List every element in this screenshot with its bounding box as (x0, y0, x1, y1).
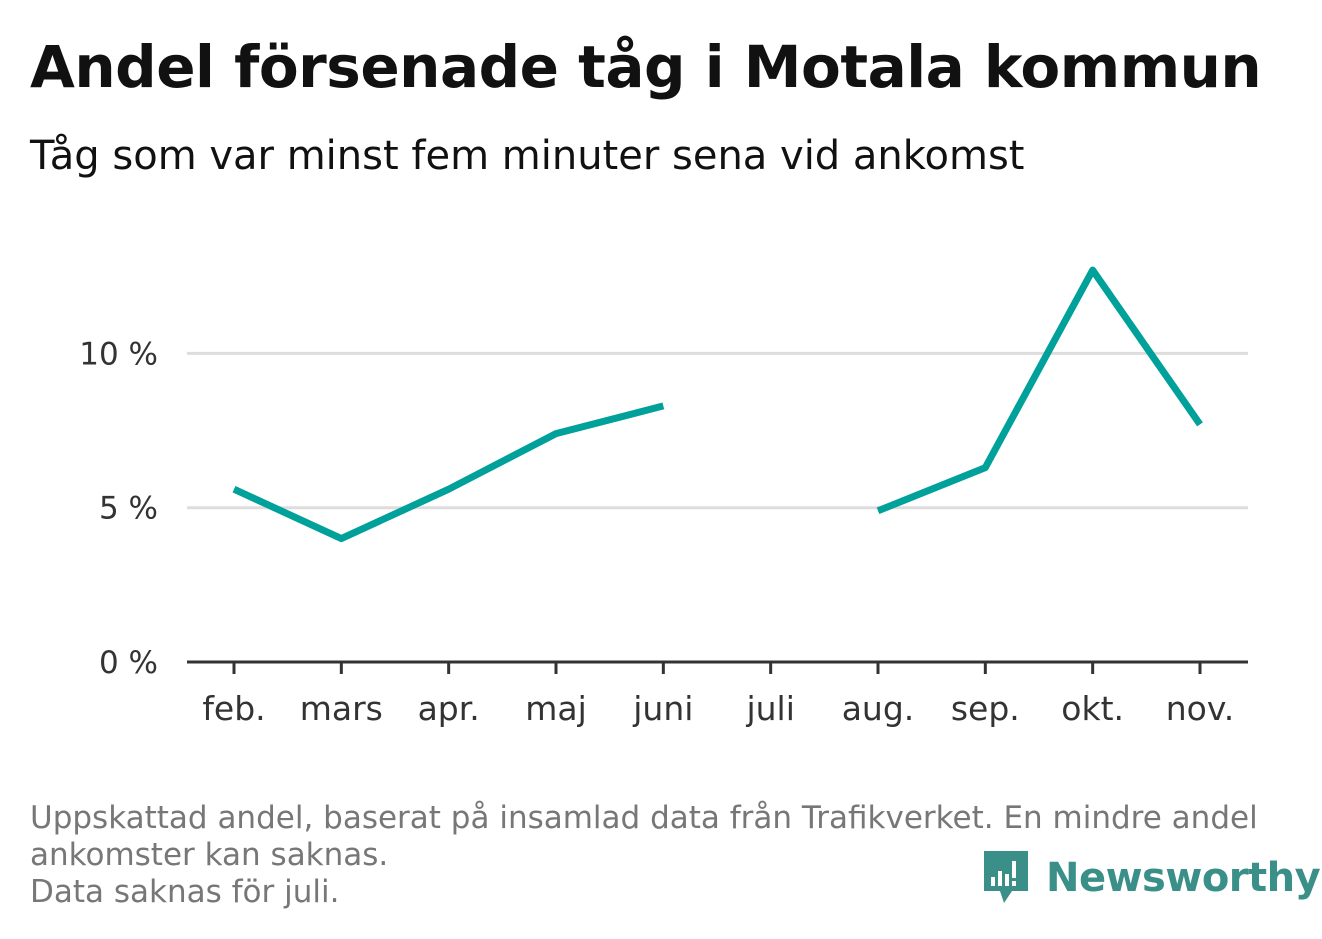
footnote-line-2: ankomster kan saknas. (30, 837, 389, 873)
x-tick-label: apr. (418, 689, 480, 728)
footnote: Uppskattad andel, baserat på insamlad da… (30, 800, 1280, 911)
y-tick-label: 5 % (99, 491, 158, 527)
chart-subtitle: Tåg som var minst fem minuter sena vid a… (30, 133, 1025, 179)
x-tick-label: maj (525, 689, 587, 728)
bar-chart-bubble-icon (984, 851, 1028, 903)
y-tick-label: 0 % (99, 645, 158, 681)
x-tick-label: mars (300, 689, 383, 728)
series-lines (232, 266, 1203, 543)
gridlines (187, 351, 1248, 510)
x-tick-label: feb. (202, 689, 265, 728)
footnote-line-3: Data saknas för juli. (30, 874, 340, 910)
series-line-segment (232, 402, 665, 543)
x-tick-label: aug. (842, 689, 915, 728)
x-tick-label: juli (745, 689, 794, 728)
x-tick-label: juni (632, 689, 693, 728)
footnote-line-1: Uppskattad andel, baserat på insamlad da… (30, 800, 1258, 836)
x-tick-label: okt. (1061, 689, 1124, 728)
y-axis-tick-labels: 0 % 5 % 10 % (79, 336, 158, 681)
x-tick-label: sep. (951, 689, 1020, 728)
series-line-segment (876, 266, 1203, 515)
newsworthy-logo: Newsworthy (980, 846, 1321, 910)
x-tick-label: nov. (1166, 689, 1235, 728)
x-axis (187, 660, 1248, 674)
chart-title: Andel försenade tåg i Motala kommun (30, 33, 1262, 101)
logo-text: Newsworthy (1046, 855, 1321, 901)
x-axis-tick-labels: feb. mars apr. maj juni juli aug. sep. okt. nov. (202, 689, 1234, 728)
y-tick-label: 10 % (79, 336, 158, 372)
